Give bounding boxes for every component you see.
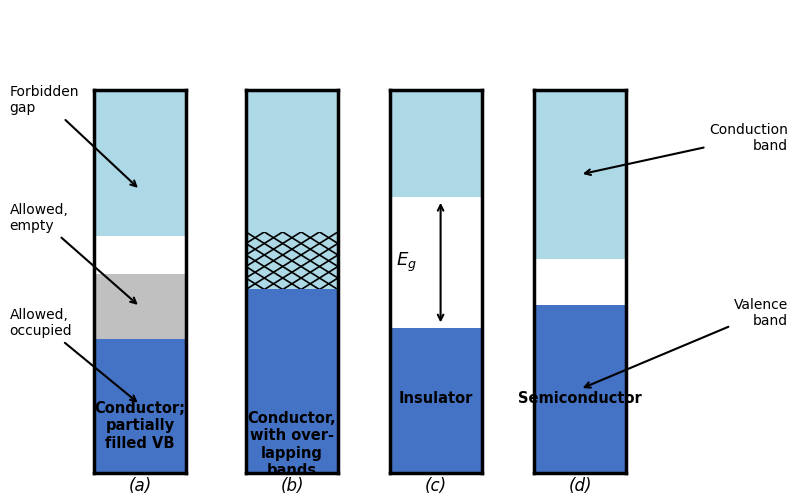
Bar	[246, 232, 338, 473]
Bar	[534, 305, 626, 473]
Text: Allowed,
occupied: Allowed, occupied	[10, 308, 136, 401]
Bar	[94, 90, 186, 236]
Text: Insulator: Insulator	[399, 391, 473, 406]
Bar	[94, 339, 186, 473]
Bar	[534, 90, 626, 259]
Bar	[390, 328, 482, 473]
Bar	[246, 90, 338, 290]
Text: Conductor,
with over-
lapping
bands: Conductor, with over- lapping bands	[248, 411, 336, 478]
Text: (b): (b)	[280, 477, 304, 495]
Text: Conductor;
partially
filled VB: Conductor; partially filled VB	[94, 401, 186, 450]
Bar	[94, 236, 186, 274]
Bar	[94, 274, 186, 339]
Bar	[390, 90, 482, 197]
Text: Conduction
band: Conduction band	[585, 123, 788, 175]
Text: (c): (c)	[425, 477, 447, 495]
Bar	[534, 259, 626, 305]
Text: Forbidden
gap: Forbidden gap	[10, 85, 136, 186]
Bar	[390, 197, 482, 328]
Text: Allowed,
empty: Allowed, empty	[10, 203, 136, 303]
Text: (d): (d)	[568, 477, 592, 495]
Text: Valence
band: Valence band	[585, 298, 788, 388]
Text: $E_\mathregular{g}$: $E_\mathregular{g}$	[396, 251, 417, 274]
Text: (a): (a)	[128, 477, 152, 495]
Text: Semiconductor: Semiconductor	[518, 391, 642, 406]
